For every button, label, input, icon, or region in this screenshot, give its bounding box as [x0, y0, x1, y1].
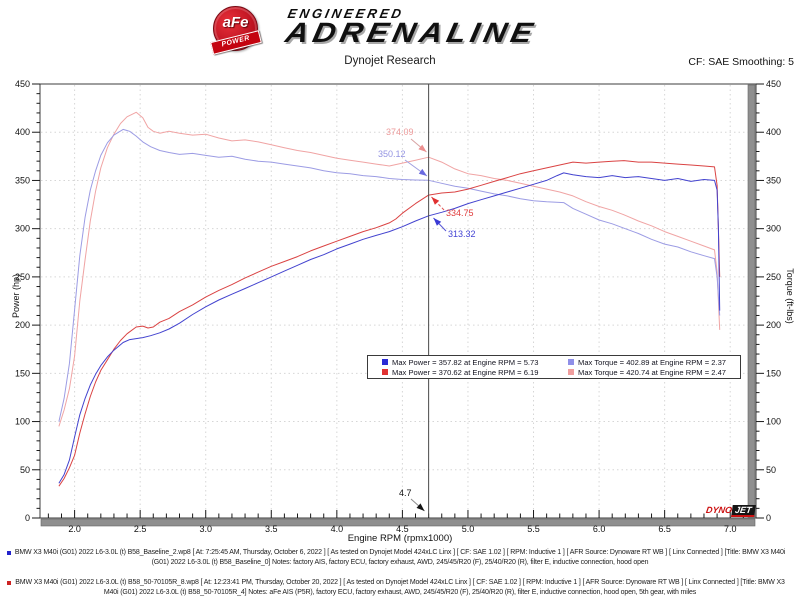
y-right-tick-label: 200	[766, 320, 781, 330]
x-tick-label: 6.5	[658, 524, 671, 534]
y-right-tick-label: 450	[766, 79, 781, 89]
legend-item: Max Torque = 420.74 at Engine RPM = 2.47	[554, 368, 740, 377]
run-note-text: BMW X3 M40i (G01) 2022 L6-3.0L (t) B58_5…	[15, 578, 785, 596]
vertical-scrollbar[interactable]	[747, 84, 756, 518]
x-tick-label: 5.5	[527, 524, 540, 534]
x-tick-label: 4.0	[331, 524, 344, 534]
dynojet-logo-jet: JET	[731, 505, 756, 517]
y-right-tick-label: 50	[766, 465, 776, 475]
annotation-value-label: 350.12	[378, 149, 406, 159]
legend-swatch-icon	[568, 359, 574, 365]
legend-swatch-icon	[382, 369, 388, 375]
run-color-bullet-icon	[7, 580, 11, 585]
dynojet-logo-dyno: DYNO	[705, 505, 733, 515]
x-tick-label: 7.0	[724, 524, 737, 534]
page-title: Dynojet Research	[344, 55, 436, 67]
legend-label: Max Power = 357.82 at Engine RPM = 5.73	[392, 357, 539, 367]
legend-label: Max Torque = 420.74 at Engine RPM = 2.47	[578, 367, 727, 377]
y-left-tick-label: 200	[15, 320, 30, 330]
annotation-arrowhead	[416, 503, 425, 511]
y-left-tick-label: 0	[25, 513, 30, 523]
right-axis-title: Torque (ft-lbs)	[785, 268, 795, 324]
legend-item: Max Torque = 402.89 at Engine RPM = 2.37	[554, 358, 740, 367]
x-tick-label: 6.0	[593, 524, 606, 534]
legend-item: Max Power = 370.62 at Engine RPM = 6.19	[368, 368, 554, 377]
x-tick-label: 3.5	[265, 524, 278, 534]
x-tick-label: 4.5	[396, 524, 409, 534]
y-left-tick-label: 50	[20, 465, 30, 475]
annotation-arrowhead	[431, 197, 440, 205]
series-torque_intake	[58, 111, 721, 427]
x-tick-label: 5.0	[462, 524, 475, 534]
y-left-tick-label: 450	[15, 79, 30, 89]
plot-frame	[39, 83, 757, 519]
y-right-tick-label: 150	[766, 368, 781, 378]
y-right-tick-label: 400	[766, 127, 781, 137]
x-axis-title: Engine RPM (rpmx1000)	[348, 533, 453, 544]
y-left-tick-label: 150	[15, 368, 30, 378]
dynojet-logo: DYNO JET	[705, 505, 756, 517]
y-right-tick-label: 350	[766, 175, 781, 185]
plot-area[interactable]	[40, 84, 756, 518]
y-left-tick-label: 400	[15, 127, 30, 137]
x-tick-label: 2.0	[68, 524, 81, 534]
annotation-value-label: 374.09	[386, 127, 414, 137]
series-power_baseline	[58, 172, 721, 484]
y-left-tick-label: 300	[15, 224, 30, 234]
legend-label: Max Power = 370.62 at Engine RPM = 6.19	[392, 367, 539, 377]
x-tick-label: 3.0	[199, 524, 212, 534]
x-tick-label: 2.5	[134, 524, 147, 534]
annotation-value-label: 4.7	[399, 488, 412, 498]
annotation-value-label: 313.32	[448, 229, 476, 239]
afe-logo-text: aFe	[222, 14, 249, 31]
afe-power-logo-icon: aFe POWER	[210, 6, 262, 55]
cf-smoothing-label: CF: SAE Smoothing: 5	[688, 56, 794, 68]
run-note-entry: BMW X3 M40i (G01) 2022 L6-3.0L (t) B58_B…	[6, 548, 794, 569]
run-notes: BMW X3 M40i (G01) 2022 L6-3.0L (t) B58_B…	[6, 548, 794, 600]
y-left-tick-label: 100	[15, 417, 30, 427]
y-left-tick-label: 350	[15, 175, 30, 185]
y-right-tick-label: 100	[766, 417, 781, 427]
annotation-value-label: 334.75	[446, 208, 474, 218]
y-right-tick-label: 0	[766, 513, 771, 523]
run-color-bullet-icon	[7, 551, 11, 555]
series-torque_baseline	[58, 128, 721, 422]
legend-label: Max Torque = 402.89 at Engine RPM = 2.37	[578, 357, 727, 367]
run-note-entry: BMW X3 M40i (G01) 2022 L6-3.0L (t) B58_5…	[6, 578, 794, 599]
left-axis-title: Power (hp)	[11, 274, 21, 318]
horizontal-scrollbar[interactable]	[40, 518, 756, 527]
y-left-tick-label: 250	[15, 272, 30, 282]
legend-item: Max Power = 357.82 at Engine RPM = 5.73	[368, 358, 554, 367]
annotation-arrowhead	[418, 144, 427, 152]
y-right-tick-label: 300	[766, 224, 781, 234]
legend-box: Max Power = 357.82 at Engine RPM = 5.73 M…	[367, 355, 741, 379]
y-right-tick-label: 250	[766, 272, 781, 282]
run-note-text: BMW X3 M40i (G01) 2022 L6-3.0L (t) B58_B…	[14, 549, 786, 567]
series-power_intake	[58, 160, 721, 487]
legend-swatch-icon	[568, 369, 574, 375]
annotation-arrowhead	[418, 168, 427, 176]
annotation-arrowhead	[433, 218, 442, 226]
legend-swatch-icon	[382, 359, 388, 365]
